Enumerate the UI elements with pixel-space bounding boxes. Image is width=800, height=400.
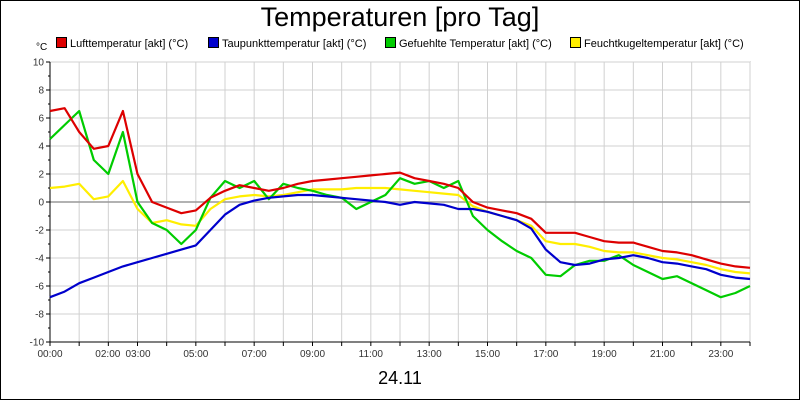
y-tick-label: 6 xyxy=(38,114,44,125)
y-tick-label: 4 xyxy=(38,142,44,153)
y-tick-label: -10 xyxy=(30,338,45,349)
legend-label-gefuehlte-temperatur: Gefuehlte Temperatur [akt] (°C) xyxy=(399,38,552,50)
legend-label-feuchtkugeltemperatur: Feuchtkugeltemperatur [akt] (°C) xyxy=(584,38,744,50)
y-tick-label: 8 xyxy=(38,86,44,97)
x-tick-label: 21:00 xyxy=(650,349,675,360)
x-tick-label: 02:00 xyxy=(95,349,120,360)
x-tick-label: 00:00 xyxy=(37,349,62,360)
legend-item-gefuehlte-temperatur: Gefuehlte Temperatur [akt] (°C) xyxy=(385,37,552,50)
x-tick-label: 09:00 xyxy=(300,349,325,360)
series-lines xyxy=(49,107,751,299)
legend-item-lufttemperatur: Lufttemperatur [akt] (°C) xyxy=(56,37,188,50)
x-tick-label: 05:00 xyxy=(183,349,208,360)
y-tick-label: 2 xyxy=(38,170,44,181)
axes xyxy=(46,61,751,346)
x-tick-labels: 00:00 02:00 03:00 05:00 07:00 09:00 11:00 13:00… xyxy=(37,349,733,360)
x-tick-label: 17:00 xyxy=(533,349,558,360)
series-line-gefuehlte-temperatur xyxy=(49,109,751,299)
y-tick-label: 0 xyxy=(38,198,44,209)
legend-label-lufttemperatur: Lufttemperatur [akt] (°C) xyxy=(70,38,189,50)
legend-swatch-taupunkttemperatur xyxy=(208,37,219,48)
series-line-feuchtkugeltemperatur xyxy=(49,179,751,275)
y-axis-unit: °C xyxy=(36,42,48,53)
y-tick-label: -4 xyxy=(35,254,44,265)
y-tick-label: 10 xyxy=(33,58,45,69)
x-tick-label: 11:00 xyxy=(359,349,384,360)
y-tick-label: -2 xyxy=(35,226,44,237)
y-tick-label: -6 xyxy=(35,282,44,293)
y-tick-labels: 10 8 6 4 2 0 -2 -4 -6 -8 -10 xyxy=(30,58,45,349)
x-axis-date-label: 24.11 xyxy=(378,368,422,388)
x-tick-label: 23:00 xyxy=(708,349,733,360)
x-tick-label: 13:00 xyxy=(417,349,442,360)
series-line-lufttemperatur xyxy=(49,107,751,269)
legend-swatch-gefuehlte-temperatur xyxy=(385,37,396,48)
chart-title: Temperaturen [pro Tag] xyxy=(260,2,540,32)
x-tick-label: 19:00 xyxy=(592,349,617,360)
grid xyxy=(49,61,751,343)
legend-label-taupunkttemperatur: Taupunkttemperatur [akt] (°C) xyxy=(222,38,367,50)
x-tick-label: 07:00 xyxy=(242,349,267,360)
x-tick-label: 03:00 xyxy=(126,349,151,360)
x-tick-label: 15:00 xyxy=(475,349,500,360)
legend-item-feuchtkugeltemperatur: Feuchtkugeltemperatur [akt] (°C) xyxy=(570,37,744,50)
legend-item-taupunkttemperatur: Taupunkttemperatur [akt] (°C) xyxy=(208,37,366,50)
legend-swatch-lufttemperatur xyxy=(56,37,67,48)
series-line-taupunkttemperatur xyxy=(49,193,751,299)
y-tick-label: -8 xyxy=(35,310,44,321)
legend-swatch-feuchtkugeltemperatur xyxy=(570,37,581,48)
